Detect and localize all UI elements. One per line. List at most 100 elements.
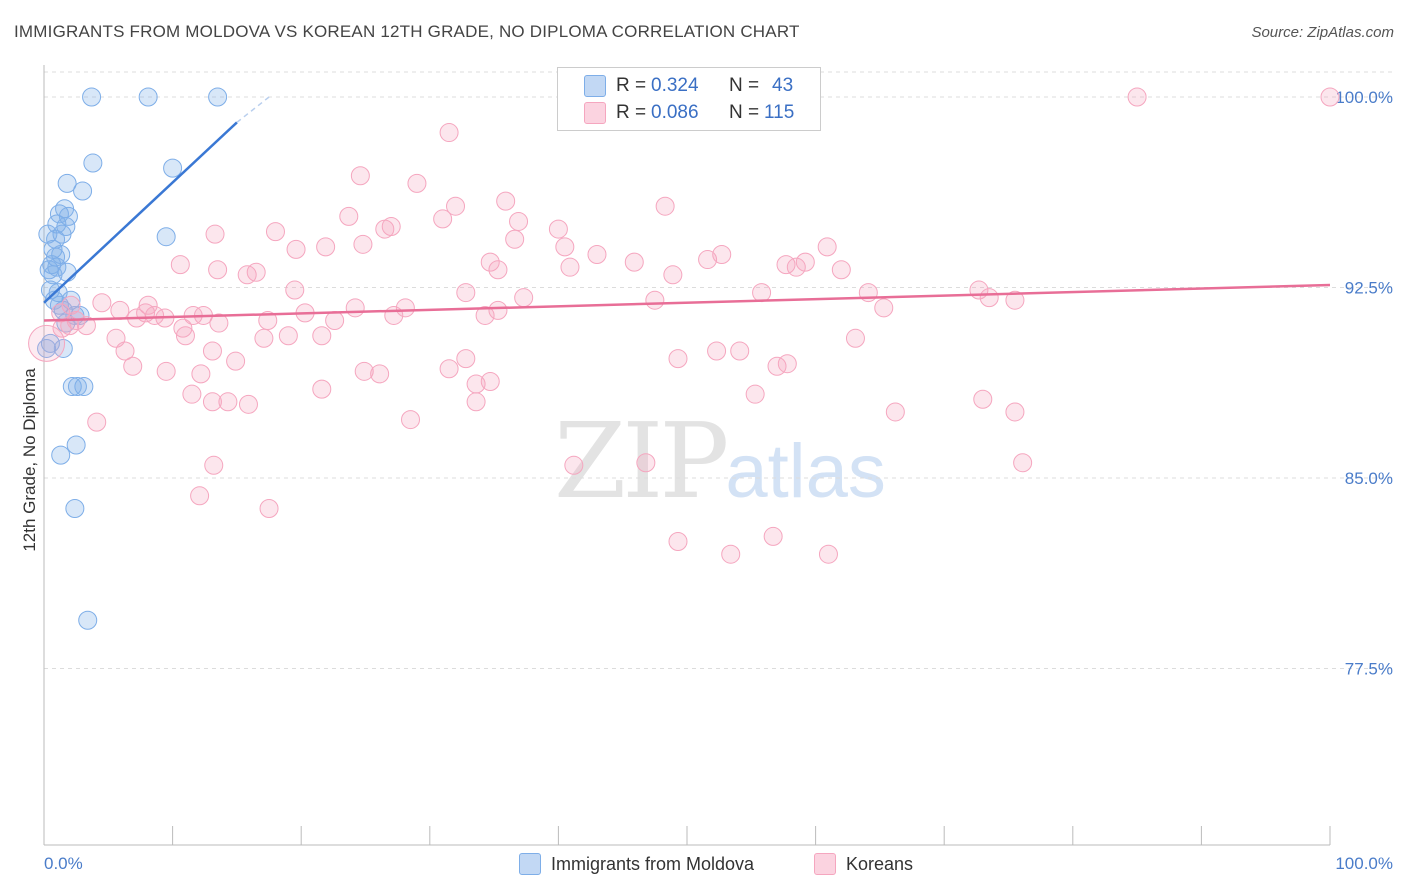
point-koreans: [175, 326, 195, 346]
point-koreans: [354, 361, 374, 381]
point-moldova: [156, 227, 176, 247]
point-koreans: [278, 326, 298, 346]
point-koreans: [456, 283, 476, 303]
watermark: ZIPatlas: [554, 400, 886, 522]
point-koreans: [624, 252, 644, 272]
legend-n-label: N =: [729, 75, 760, 96]
point-koreans: [316, 237, 336, 257]
point-koreans: [1127, 87, 1147, 107]
trendline-moldova-extension: [236, 96, 270, 123]
legend-r-label: R =: [616, 102, 647, 123]
point-koreans: [401, 410, 421, 430]
point-koreans: [218, 392, 238, 412]
point-koreans: [514, 288, 534, 308]
point-koreans: [339, 206, 359, 226]
point-koreans: [110, 300, 130, 320]
point-moldova: [73, 181, 93, 201]
point-koreans: [202, 341, 222, 361]
stats-legend: R = 0.324 N = 43 R = 0.086 N = 115: [557, 67, 821, 131]
point-koreans: [818, 544, 838, 564]
point-koreans: [655, 196, 675, 216]
point-koreans: [246, 262, 266, 282]
point-moldova: [48, 283, 68, 303]
legend-n-label: N =: [729, 102, 760, 123]
point-moldova: [52, 224, 72, 244]
chart-title: IMMIGRANTS FROM MOLDOVA VS KOREAN 12TH G…: [14, 22, 800, 41]
point-koreans: [87, 412, 107, 432]
point-koreans: [156, 361, 176, 381]
watermark-zip: ZIP: [554, 400, 729, 522]
point-koreans: [345, 298, 365, 318]
point-koreans: [979, 288, 999, 308]
point-koreans: [548, 219, 568, 239]
point-koreans: [208, 260, 228, 280]
bottom-legend-moldova: Immigrants from Moldova: [519, 851, 754, 877]
point-moldova: [66, 435, 86, 455]
legend-n-value-koreans: 115: [764, 102, 795, 123]
point-koreans: [730, 341, 750, 361]
point-koreans: [480, 371, 500, 391]
point-koreans: [312, 326, 332, 346]
point-moldova: [38, 224, 58, 244]
point-koreans: [763, 526, 783, 546]
x-tick-label: 0.0%: [44, 854, 83, 873]
point-koreans: [226, 351, 246, 371]
point-koreans: [712, 244, 732, 264]
point-moldova: [57, 173, 77, 193]
point-koreans: [433, 209, 453, 229]
bottom-legend-label-koreans: Koreans: [846, 853, 914, 874]
point-koreans: [555, 237, 575, 257]
trendline-moldova: [43, 121, 238, 304]
point-koreans: [106, 328, 126, 348]
point-koreans: [752, 283, 772, 303]
point-koreans: [845, 328, 865, 348]
point-koreans: [698, 250, 718, 270]
point-koreans: [375, 219, 395, 239]
legend-swatch-moldova: [584, 75, 606, 97]
point-koreans: [123, 356, 143, 376]
point-moldova: [42, 255, 62, 275]
point-koreans: [668, 349, 688, 369]
point-koreans: [446, 196, 466, 216]
point-moldova: [51, 445, 71, 465]
point-koreans: [645, 290, 665, 310]
legend-n-value-moldova: 43: [772, 75, 794, 96]
point-koreans: [466, 392, 486, 412]
point-koreans: [1005, 290, 1025, 310]
point-koreans: [258, 311, 278, 331]
point-moldova: [138, 87, 158, 107]
point-koreans: [259, 498, 279, 518]
point-koreans: [205, 224, 225, 244]
bottom-legend-swatch-koreans: [814, 853, 836, 875]
legend-r-value-koreans: 0.086: [651, 102, 699, 123]
point-koreans: [831, 260, 851, 280]
point-moldova: [83, 153, 103, 173]
point-koreans: [61, 295, 81, 315]
point-koreans: [488, 300, 508, 320]
point-koreans: [350, 166, 370, 186]
point-koreans: [92, 293, 112, 313]
legend-r-label: R =: [616, 75, 647, 96]
point-moldova: [39, 260, 59, 280]
point-koreans: [138, 295, 158, 315]
point-koreans: [496, 191, 516, 211]
point-koreans-large: [28, 324, 66, 362]
point-moldova: [67, 377, 87, 397]
point-moldova: [65, 498, 85, 518]
y-tick-label: 100.0%: [1335, 88, 1393, 107]
point-koreans: [973, 389, 993, 409]
point-koreans: [370, 364, 390, 384]
point-moldova: [74, 377, 94, 397]
point-koreans: [209, 313, 229, 333]
point-koreans: [721, 544, 741, 564]
point-moldova: [62, 377, 82, 397]
point-koreans: [191, 364, 211, 384]
legend-swatch-koreans: [584, 102, 606, 124]
y-tick-label: 85.0%: [1345, 469, 1393, 488]
point-moldova: [78, 610, 98, 630]
point-koreans: [456, 349, 476, 369]
point-koreans: [475, 305, 495, 325]
point-koreans: [488, 260, 508, 280]
source-label: Source: ZipAtlas.com: [1251, 24, 1394, 41]
point-koreans: [353, 234, 373, 254]
